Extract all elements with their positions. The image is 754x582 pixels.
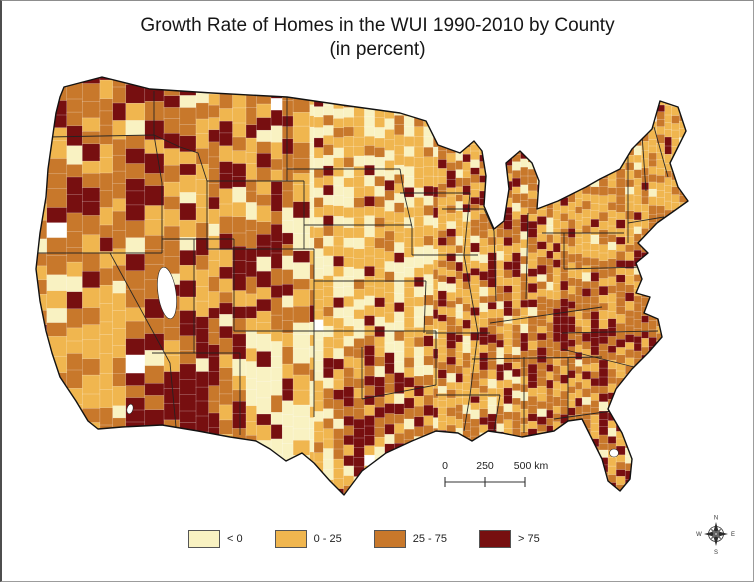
legend: < 0 0 - 25 25 - 75 > 75 xyxy=(188,530,540,548)
compass-w-label: W xyxy=(696,532,702,538)
compass-rose-icon: N E S W xyxy=(696,516,735,557)
legend-swatch-25-75 xyxy=(373,530,406,548)
legend-item-gt75: > 75 xyxy=(479,530,540,548)
scale-label-500km: 500 km xyxy=(514,460,549,472)
legend-swatch-0-25 xyxy=(274,530,307,548)
compass-hub xyxy=(714,532,718,536)
scale-label-250: 250 xyxy=(476,460,494,472)
title-block: Growth Rate of Homes in the WUI 1990-201… xyxy=(2,14,753,62)
scale-label-0: 0 xyxy=(442,460,448,472)
compass-s-label: S xyxy=(714,550,718,556)
legend-label-0-25: 0 - 25 xyxy=(313,533,342,545)
legend-item-0-25: 0 - 25 xyxy=(274,530,342,548)
legend-label-25-75: 25 - 75 xyxy=(412,533,447,545)
scale-bar: 0 250 500 km xyxy=(442,460,549,487)
compass-n-label: N xyxy=(714,516,718,522)
legend-item-lt0: < 0 xyxy=(188,530,243,548)
legend-item-25-75: 25 - 75 xyxy=(373,530,447,548)
legend-swatch-gt75 xyxy=(479,530,511,548)
legend-label-gt75: > 75 xyxy=(518,533,540,545)
map-title: Growth Rate of Homes in the WUI 1990-201… xyxy=(140,15,615,36)
legend-label-lt0: < 0 xyxy=(227,533,243,545)
map-subtitle: (in percent) xyxy=(329,38,426,60)
legend-swatch-lt0 xyxy=(188,530,220,548)
compass-e-label: E xyxy=(731,532,735,538)
